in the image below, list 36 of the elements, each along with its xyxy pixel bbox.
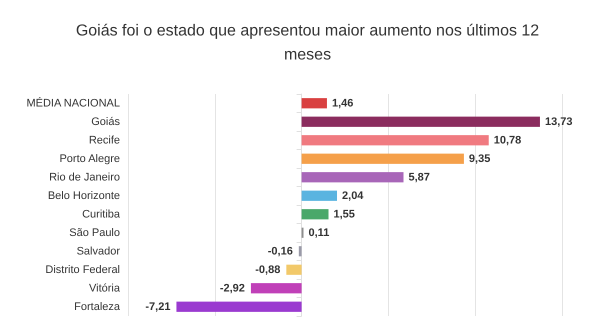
y-tick-label: MÉDIA NACIONAL <box>26 96 120 110</box>
bar <box>302 154 464 164</box>
data-label: 1,55 <box>334 208 355 220</box>
chart-title: Goiás foi o estado que apresentou maior aumento nos últimos 12 meses <box>76 22 540 64</box>
bar <box>286 264 302 275</box>
y-tick-label: Belo Horizonte <box>48 190 120 202</box>
bar <box>302 116 540 127</box>
data-label: -0,16 <box>268 245 293 258</box>
bar <box>176 302 302 312</box>
data-label: -2,92 <box>220 282 245 294</box>
data-label: 2,04 <box>342 190 364 202</box>
bar <box>302 209 329 220</box>
y-tick-label: São Paulo <box>69 226 120 239</box>
data-label: -7,21 <box>145 300 170 313</box>
bar <box>302 172 404 182</box>
data-label: 10,78 <box>494 134 522 146</box>
data-label: -0,88 <box>255 264 280 276</box>
data-label: 13,73 <box>544 116 572 128</box>
y-tick-label: Fortaleza <box>74 300 121 313</box>
y-tick-label: Vitória <box>89 282 121 294</box>
bar <box>302 135 489 146</box>
data-label: 5,87 <box>408 171 430 184</box>
y-tick-label: Rio de Janeiro <box>49 171 120 184</box>
data-label: 1,46 <box>332 97 354 110</box>
y-tick-label: Recife <box>88 134 120 146</box>
y-tick-label: Goiás <box>91 116 120 128</box>
y-tick-label: Distrito Federal <box>45 264 120 276</box>
y-tick-label: Porto Alegre <box>59 152 120 165</box>
data-label: 0,11 <box>308 226 330 239</box>
y-tick-label: Salvador <box>76 245 120 258</box>
bar <box>298 246 302 256</box>
data-label: 9,35 <box>468 152 490 165</box>
y-tick-label: Curitiba <box>82 208 121 220</box>
bar <box>302 190 338 201</box>
bar <box>302 98 327 108</box>
bar <box>250 283 302 294</box>
